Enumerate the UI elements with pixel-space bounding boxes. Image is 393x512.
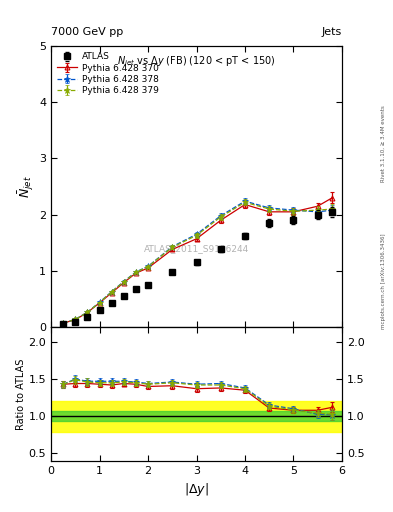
Text: ATLAS_2011_S9126244: ATLAS_2011_S9126244 — [144, 244, 249, 253]
Text: 7000 GeV pp: 7000 GeV pp — [51, 27, 123, 37]
Text: mcplots.cern.ch [arXiv:1306.3436]: mcplots.cern.ch [arXiv:1306.3436] — [381, 234, 386, 329]
Legend: ATLAS, Pythia 6.428 370, Pythia 6.428 378, Pythia 6.428 379: ATLAS, Pythia 6.428 370, Pythia 6.428 37… — [55, 51, 160, 97]
X-axis label: $|\Delta y|$: $|\Delta y|$ — [184, 481, 209, 498]
Y-axis label: $\bar{N}_{jet}$: $\bar{N}_{jet}$ — [17, 175, 36, 198]
Y-axis label: Ratio to ATLAS: Ratio to ATLAS — [16, 358, 26, 430]
Text: Jets: Jets — [321, 27, 342, 37]
Text: Rivet 3.1.10, ≥ 3.4M events: Rivet 3.1.10, ≥ 3.4M events — [381, 105, 386, 182]
Text: $N_{jet}$ vs $\Delta y$ (FB) (120 < pT < 150): $N_{jet}$ vs $\Delta y$ (FB) (120 < pT <… — [117, 54, 276, 69]
